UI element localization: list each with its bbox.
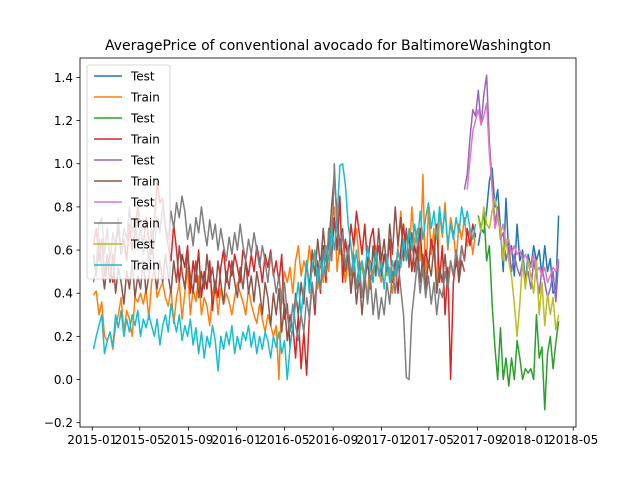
legend-label: Train [130,175,160,189]
plot-frame [79,57,577,428]
y-tick-label: 0.0 [54,373,73,387]
x-tick-label: 2015-05 [115,433,165,447]
x-tick-label: 2017-09 [452,433,502,447]
legend: Test Train Test Train Test Train Test Train Test… [86,64,171,280]
x-tick-label: 2016-05 [259,433,309,447]
legend-label: Train [130,133,160,147]
series-line-7-test [466,102,560,284]
legend-label: Test [130,154,155,168]
axes-layer: 2015-012015-052015-092016-012016-052016-… [44,57,598,447]
legend-label: Train [130,217,160,231]
series-line-10-train [92,162,477,381]
series-line-9-test [477,197,560,338]
legend-label: Train [130,259,160,273]
x-tick-label: 2018-01 [501,433,551,447]
y-tick-label: 0.8 [54,200,73,214]
y-tick-label: 0.2 [54,330,73,344]
legend-label: Test [130,112,155,126]
y-tick-label: 0.4 [54,287,73,301]
x-tick-label: 2018-05 [548,433,598,447]
x-tick-label: 2016-01 [212,433,262,447]
legend-label: Test [130,196,155,210]
x-tick-label: 2015-09 [163,433,213,447]
series-line-2-train [92,173,477,381]
series-line-3-test [477,210,560,411]
y-tick-label: 1.2 [54,114,73,128]
legend-label: Test [130,70,155,84]
x-tick-label: 2017-05 [404,433,454,447]
y-tick-label: −0.2 [44,416,73,430]
y-tick-label: 1.0 [54,157,73,171]
x-tick-label: 2017-01 [356,433,406,447]
legend-label: Train [130,91,160,105]
y-tick-label: 1.4 [54,71,73,85]
x-tick-label: 2016-09 [308,433,358,447]
x-tick-label: 2015-01 [67,433,117,447]
legend-label: Test [130,238,155,252]
chart-title: AveragePrice of conventional avocado for… [105,38,551,54]
y-tick-label: 0.6 [54,244,73,258]
